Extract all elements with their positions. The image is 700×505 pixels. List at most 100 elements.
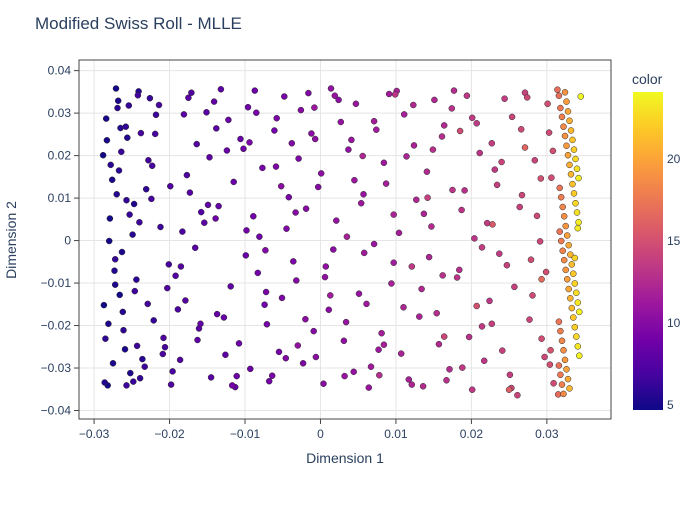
scatter-point <box>311 104 318 111</box>
scatter-point <box>488 320 496 328</box>
y-axis-label: Dimension 2 <box>3 201 19 279</box>
x-tick-label: −0.01 <box>230 427 261 441</box>
scatter-point <box>340 337 348 345</box>
y-tick-label: 0.04 <box>48 64 72 78</box>
scatter-point <box>275 348 283 356</box>
scatter-point <box>563 275 571 283</box>
scatter-point <box>213 125 220 132</box>
scatter-point <box>103 137 111 144</box>
scatter-point <box>227 283 234 290</box>
scatter-point <box>230 178 237 186</box>
scatter-point <box>561 89 569 96</box>
scatter-point <box>548 174 555 181</box>
scatter-point <box>547 346 554 354</box>
scatter-point <box>521 144 529 151</box>
scatter-point <box>456 127 464 135</box>
scatter-point <box>151 130 159 138</box>
scatter-point <box>499 347 506 354</box>
scatter-point <box>561 132 569 140</box>
scatter-point <box>164 284 171 292</box>
y-tick-label: −0.02 <box>41 319 72 333</box>
scatter-point <box>560 390 567 398</box>
scatter-point <box>237 135 244 143</box>
y-axis-ticks: −0.04 −0.03 −0.02 −0.01 0 0.01 0.02 0.03 0.04 <box>41 64 79 418</box>
scatter-point <box>566 117 573 125</box>
x-tick-label: 0.01 <box>384 427 408 441</box>
scatter-point <box>533 212 541 220</box>
scatter-point <box>297 106 305 114</box>
scatter-point <box>559 203 566 211</box>
scatter-point <box>514 391 521 399</box>
scatter-point <box>312 353 320 361</box>
colorbar-tick-label: 5 <box>667 398 674 412</box>
scatter-point <box>555 362 563 369</box>
scatter-point <box>408 263 416 270</box>
scatter-point <box>559 247 566 255</box>
scatter-point <box>574 299 582 306</box>
scatter-point <box>330 246 337 253</box>
scatter-point <box>420 210 428 218</box>
scatter-point <box>403 153 410 160</box>
scatter-point <box>488 140 496 147</box>
scatter-point <box>243 227 250 234</box>
y-tick-label: −0.03 <box>41 361 72 375</box>
scatter-point <box>370 240 378 248</box>
scatter-point <box>240 145 247 153</box>
scatter-point <box>278 294 286 302</box>
scatter-point <box>550 380 557 387</box>
scatter-point <box>526 316 533 323</box>
scatter-point <box>251 87 259 94</box>
scatter-point <box>348 136 355 144</box>
scatter-point <box>397 350 405 357</box>
scatter-point <box>367 363 375 370</box>
scatter-point <box>172 272 179 280</box>
scatter-point <box>574 224 582 232</box>
scatter-point <box>564 375 572 383</box>
scatter-point <box>134 92 142 99</box>
scatter-point <box>217 86 225 93</box>
scatter-point <box>114 97 122 105</box>
scatter-point <box>478 244 486 251</box>
scatter-point <box>273 114 280 122</box>
scatter-point <box>165 261 173 268</box>
x-tick-label: −0.03 <box>79 427 110 441</box>
scatter-point <box>413 196 420 204</box>
scatter-point <box>235 340 243 347</box>
scatter-point <box>115 167 123 174</box>
scatter-point <box>169 368 176 375</box>
scatter-point <box>561 356 569 364</box>
scatter-point <box>424 194 431 201</box>
scatter-point <box>443 377 450 384</box>
scatter-point <box>573 165 581 173</box>
scatter-point <box>152 111 160 119</box>
scatter-point <box>385 90 393 98</box>
scatter-point <box>439 272 446 279</box>
scatter-point <box>463 92 471 99</box>
scatter-point <box>557 371 564 379</box>
scatter-point <box>560 256 568 264</box>
scatter-point <box>263 321 271 328</box>
scatter-point <box>563 98 570 105</box>
chart-title: Modified Swiss Roll - MLLE <box>35 14 242 33</box>
scatter-point <box>246 139 253 146</box>
scatter-point <box>351 176 358 184</box>
scatter-point <box>250 213 257 220</box>
scatter-point <box>468 386 476 393</box>
scatter-point <box>560 213 568 220</box>
scatter-point <box>410 142 418 149</box>
scatter-point <box>118 148 125 156</box>
scatter-point <box>562 266 569 274</box>
scatter-point <box>565 241 572 249</box>
scatter-point <box>105 320 112 328</box>
scatter-point <box>523 94 531 101</box>
scatter-point <box>558 337 566 345</box>
scatter-point <box>456 266 463 274</box>
scatter-point <box>159 350 167 358</box>
scatter-point <box>121 346 129 353</box>
scatter-point <box>193 140 200 148</box>
scatter-point <box>486 297 493 305</box>
scatter-point <box>116 291 123 299</box>
scatter-point <box>438 133 446 140</box>
scatter-point <box>558 381 566 388</box>
scatter-point <box>496 250 503 257</box>
